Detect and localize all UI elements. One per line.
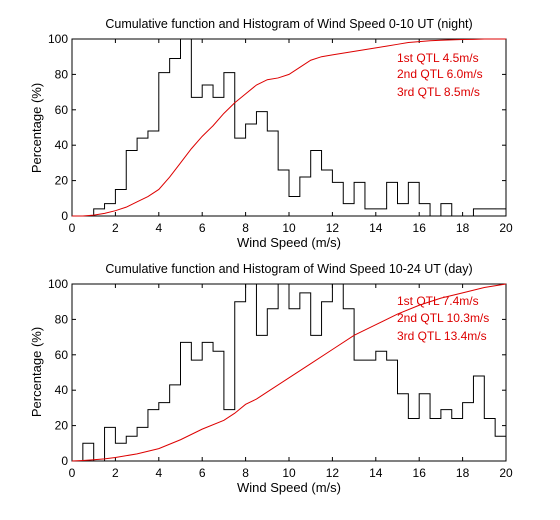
- y-tick-label: 100: [48, 277, 68, 291]
- x-tick-label: 16: [413, 221, 427, 235]
- x-tick-label: 2: [112, 466, 119, 480]
- chart-night: Cumulative function and Histogram of Win…: [29, 17, 513, 250]
- annotation-q1: 1st QTL 4.5m/s: [397, 51, 479, 65]
- histogram-stairs: [72, 283, 506, 462]
- chart-title: Cumulative function and Histogram of Win…: [105, 17, 472, 31]
- x-tick-label: 20: [499, 221, 513, 235]
- x-tick-label: 18: [456, 466, 470, 480]
- annotation-q1: 1st QTL 7.4m/s: [397, 294, 479, 308]
- x-tick-label: 12: [326, 466, 340, 480]
- y-tick-label: 60: [55, 103, 69, 117]
- x-tick-label: 0: [69, 466, 76, 480]
- x-tick-labels: 0 2 4 6 8 10 12 14 16 18 20: [69, 466, 513, 480]
- x-tick-label: 16: [413, 466, 427, 480]
- x-tick-label: 12: [326, 221, 340, 235]
- x-tick-label: 0: [69, 221, 76, 235]
- y-tick-label: 60: [55, 348, 69, 362]
- x-tick-label: 6: [199, 466, 206, 480]
- x-axis-label: Wind Speed (m/s): [237, 235, 341, 250]
- y-tick-label: 20: [55, 174, 69, 188]
- cumulative-line: [72, 38, 506, 217]
- cumulative-line: [71, 283, 507, 462]
- annotation-q3: 3rd QTL 13.4m/s: [397, 329, 487, 343]
- x-tick-label: 8: [242, 466, 249, 480]
- x-tick-label: 20: [499, 466, 513, 480]
- y-tick-label: 0: [61, 454, 68, 468]
- x-axis-label: Wind Speed (m/s): [237, 480, 341, 495]
- annotation-q3: 3rd QTL 8.5m/s: [397, 85, 480, 99]
- y-tick-label: 40: [55, 138, 69, 152]
- x-tick-label: 10: [282, 221, 296, 235]
- tick-marks: [71, 283, 507, 462]
- y-tick-label: 40: [55, 383, 69, 397]
- y-axis-label: Percentage (%): [29, 83, 44, 173]
- x-tick-labels: 0 2 4 6 8 10 12 14 16 18 20: [69, 221, 513, 235]
- y-tick-label: 80: [55, 312, 69, 326]
- x-tick-label: 14: [369, 221, 383, 235]
- y-tick-label: 20: [55, 419, 69, 433]
- x-tick-label: 4: [155, 466, 162, 480]
- x-tick-label: 4: [155, 221, 162, 235]
- x-tick-label: 10: [282, 466, 296, 480]
- chart-day: Cumulative function and Histogram of Win…: [29, 262, 513, 495]
- x-tick-label: 14: [369, 466, 383, 480]
- plot-area: [71, 283, 507, 462]
- x-tick-label: 8: [242, 221, 249, 235]
- x-tick-label: 6: [199, 221, 206, 235]
- y-tick-labels: 0 20 40 60 80 100: [48, 32, 68, 223]
- y-tick-label: 80: [55, 67, 69, 81]
- y-tick-labels: 0 20 40 60 80 100: [48, 277, 68, 468]
- annotation-q2: 2nd QTL 10.3m/s: [397, 311, 489, 325]
- x-tick-label: 18: [456, 221, 470, 235]
- y-tick-label: 100: [48, 32, 68, 46]
- histogram-stairs: [72, 38, 506, 217]
- x-tick-label: 2: [112, 221, 119, 235]
- y-tick-label: 0: [61, 209, 68, 223]
- y-axis-label: Percentage (%): [29, 327, 44, 417]
- annotation-q2: 2nd QTL 6.0m/s: [397, 67, 483, 81]
- chart-title: Cumulative function and Histogram of Win…: [105, 262, 472, 276]
